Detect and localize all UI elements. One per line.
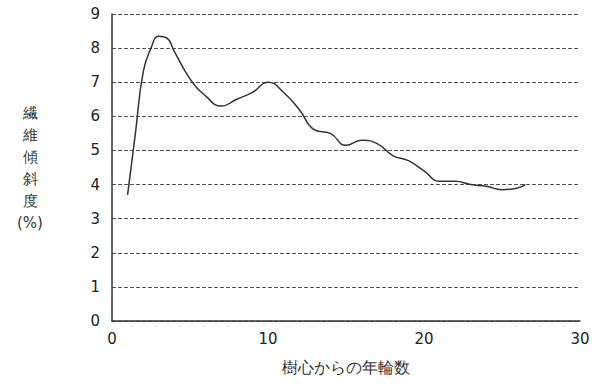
svg-text:(%): (%) (17, 214, 43, 232)
svg-text:3: 3 (90, 210, 100, 228)
svg-text:6: 6 (90, 107, 100, 125)
svg-text:樹心からの年輪数: 樹心からの年輪数 (282, 358, 410, 377)
svg-text:度: 度 (23, 192, 38, 210)
svg-text:10: 10 (258, 330, 277, 348)
svg-text:1: 1 (90, 278, 100, 296)
svg-text:傾: 傾 (23, 148, 38, 166)
svg-text:斜: 斜 (23, 170, 38, 188)
svg-text:維: 維 (22, 126, 38, 144)
svg-text:4: 4 (90, 176, 100, 194)
svg-text:5: 5 (90, 141, 100, 159)
svg-text:8: 8 (90, 39, 100, 57)
svg-text:7: 7 (90, 73, 100, 91)
svg-text:0: 0 (90, 312, 100, 330)
svg-text:30: 30 (570, 330, 589, 348)
svg-text:9: 9 (90, 5, 100, 23)
svg-text:0: 0 (107, 330, 117, 348)
svg-text:2: 2 (90, 244, 100, 262)
svg-text:20: 20 (414, 330, 433, 348)
svg-text:繊: 繊 (22, 104, 38, 122)
